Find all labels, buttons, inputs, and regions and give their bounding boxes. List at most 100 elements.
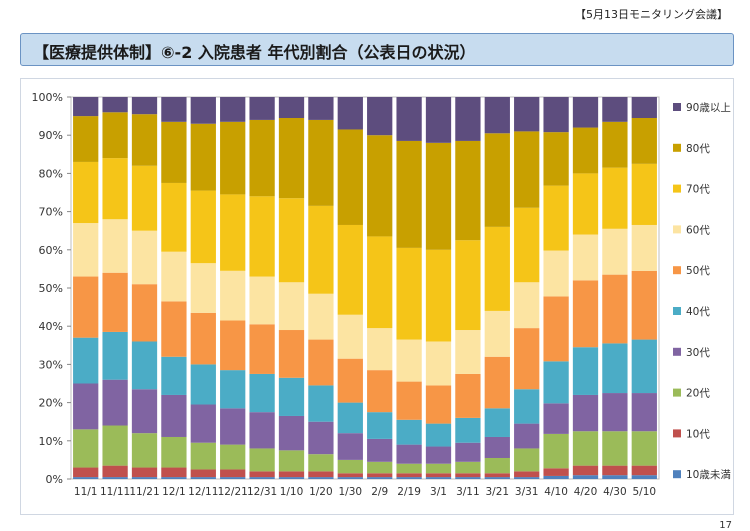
bar-segment-9-7 xyxy=(278,97,305,119)
y-tick-label: 60% xyxy=(39,244,63,257)
bar-segment-0-9 xyxy=(337,477,363,479)
bar-segment-8-10 xyxy=(367,135,393,237)
bar-segment-0-7 xyxy=(278,477,305,479)
bar-segment-1-19 xyxy=(631,465,657,476)
x-tick-label: 12/21 xyxy=(218,486,248,498)
x-tick-label: 2/19 xyxy=(397,486,421,498)
x-tick-label: 12/1 xyxy=(162,486,186,498)
bar-segment-7-3 xyxy=(161,182,187,252)
legend-swatch xyxy=(673,470,681,479)
bar-segment-8-1 xyxy=(102,112,128,159)
bar-segment-6-4 xyxy=(190,263,216,313)
y-tick-label: 20% xyxy=(39,397,63,410)
bar-segment-2-8 xyxy=(308,454,334,472)
bar-segment-1-4 xyxy=(190,469,216,478)
legend-label: 30代 xyxy=(686,347,710,359)
bar-segment-5-8 xyxy=(308,339,334,386)
bar-segment-7-4 xyxy=(190,190,216,264)
bar-segment-7-9 xyxy=(337,224,363,315)
legend-label: 10代 xyxy=(686,428,710,440)
bar-segment-6-8 xyxy=(308,293,334,340)
y-tick-label: 70% xyxy=(39,206,63,219)
bar-segment-8-16 xyxy=(543,132,569,186)
bar-segment-7-15 xyxy=(514,207,540,283)
legend-swatch xyxy=(673,347,681,356)
x-tick-label: 3/1 xyxy=(430,486,447,498)
x-tick-label: 11/1 xyxy=(74,486,98,498)
bar-segment-9-6 xyxy=(249,97,275,120)
bar-segment-1-7 xyxy=(278,471,305,478)
bar-segment-7-10 xyxy=(367,236,393,329)
bar-segment-9-11 xyxy=(396,97,422,141)
bar-segment-3-11 xyxy=(396,444,422,464)
bar-segment-1-13 xyxy=(455,473,481,478)
y-tick-label: 0% xyxy=(46,473,63,486)
bar-segment-4-19 xyxy=(631,339,657,394)
bar-segment-7-14 xyxy=(484,226,510,311)
bar-segment-8-7 xyxy=(278,118,305,199)
bar-segment-3-15 xyxy=(514,423,540,449)
bar-segment-2-18 xyxy=(602,431,628,466)
stacked-bar-chart: 0%10%20%30%40%50%60%70%80%90%100%11/1 11/… xyxy=(32,91,732,498)
bar-segment-6-16 xyxy=(543,250,569,297)
bar-segment-6-1 xyxy=(102,219,128,273)
bar-segment-3-10 xyxy=(367,438,393,462)
legend-swatch xyxy=(673,388,681,397)
bar-segment-9-4 xyxy=(190,97,216,124)
bar-segment-1-16 xyxy=(543,468,569,476)
bar-segment-6-2 xyxy=(131,230,158,285)
bar-segment-5-3 xyxy=(161,301,187,357)
bar-segment-7-11 xyxy=(396,247,422,340)
bar-segment-6-6 xyxy=(249,276,275,325)
bar-segment-5-11 xyxy=(396,381,422,420)
bar-segment-2-19 xyxy=(631,431,657,466)
bar-segment-0-6 xyxy=(249,477,275,479)
bar-segment-8-6 xyxy=(249,119,275,197)
y-tick-label: 30% xyxy=(39,358,63,371)
bar-segment-8-8 xyxy=(308,119,334,206)
x-tick-label: 1/10 xyxy=(280,486,304,498)
bar-segment-3-6 xyxy=(249,412,275,449)
legend-swatch xyxy=(673,225,681,234)
bar-segment-4-17 xyxy=(572,347,599,395)
bar-segment-1-3 xyxy=(161,467,187,478)
bar-segment-1-5 xyxy=(220,469,246,478)
bar-segment-8-0 xyxy=(73,116,99,162)
bar-segment-3-8 xyxy=(308,421,334,455)
bar-segment-8-9 xyxy=(337,129,363,225)
bar-segment-7-0 xyxy=(73,161,99,224)
bar-segment-8-3 xyxy=(161,121,187,183)
bar-segment-5-19 xyxy=(631,270,657,340)
bar-segment-2-5 xyxy=(220,444,246,470)
bar-segment-3-18 xyxy=(602,393,628,432)
bar-segment-6-12 xyxy=(425,341,452,386)
legend-label: 80代 xyxy=(686,143,710,155)
bar-segment-2-17 xyxy=(572,431,599,466)
y-tick-label: 90% xyxy=(39,129,63,142)
bar-segment-7-8 xyxy=(308,205,334,294)
bar-segment-4-6 xyxy=(249,373,275,413)
x-tick-label: 1/30 xyxy=(339,486,363,498)
bar-segment-3-0 xyxy=(73,383,99,430)
bar-segment-1-15 xyxy=(514,471,540,478)
y-tick-label: 100% xyxy=(32,91,63,104)
bar-segment-1-12 xyxy=(425,473,452,478)
x-tick-label: 5/10 xyxy=(633,486,657,498)
bar-segment-2-9 xyxy=(337,459,363,474)
bar-segment-4-8 xyxy=(308,385,334,422)
bar-segment-5-17 xyxy=(572,280,599,348)
bar-segment-9-3 xyxy=(161,97,187,122)
x-tick-label: 1/20 xyxy=(309,486,333,498)
bar-segment-8-19 xyxy=(631,118,657,164)
legend-swatch xyxy=(673,143,681,152)
slide-title: 【医療提供体制】⑥-2 入院患者 年代別割合（公表日の状況） xyxy=(33,43,476,62)
bar-segment-3-1 xyxy=(102,379,128,426)
bar-segment-4-11 xyxy=(396,419,422,445)
bar-segment-2-7 xyxy=(278,450,305,472)
bar-segment-1-9 xyxy=(337,473,363,478)
bar-segment-3-16 xyxy=(543,403,569,434)
legend-swatch xyxy=(673,307,681,315)
bar-segment-7-19 xyxy=(631,163,657,225)
y-tick-label: 10% xyxy=(39,435,63,448)
bar-segment-0-13 xyxy=(455,477,481,479)
